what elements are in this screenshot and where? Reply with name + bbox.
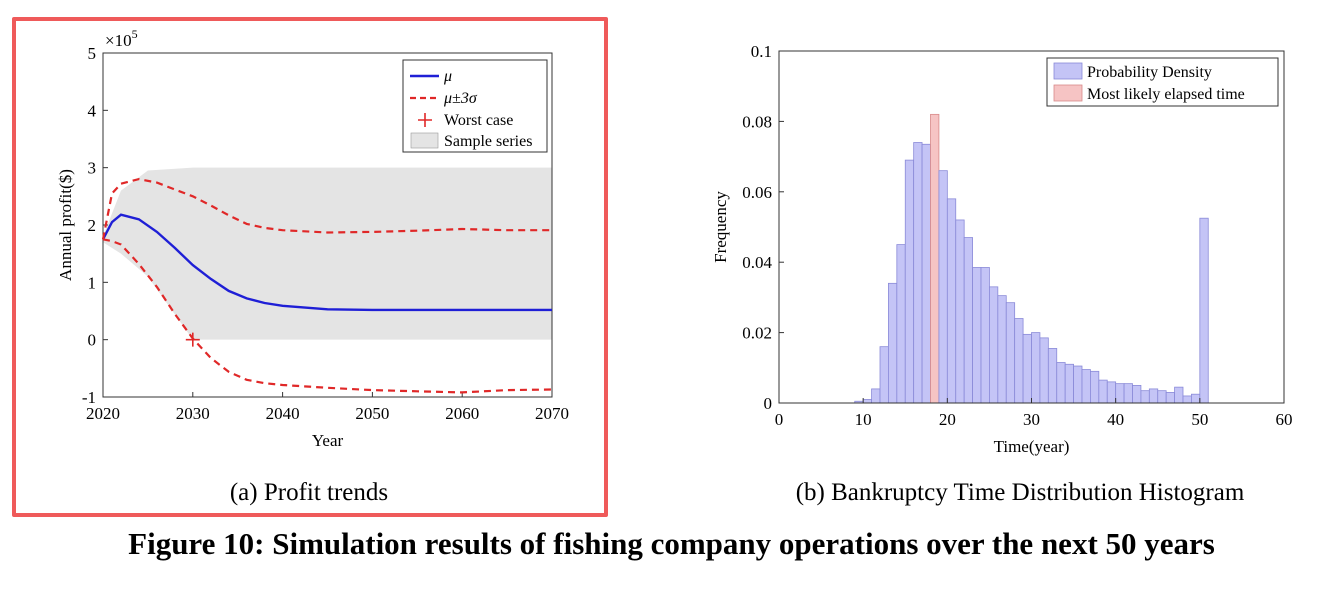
x-tick-label-a: 2050 — [355, 404, 389, 423]
chart-bankruptcy-histogram: 0 10 20 30 40 50 60 0 0.02 0.04 0.06 0.08 0.1 Time(ye… — [711, 42, 1293, 456]
y-tick-label-b: 0.08 — [742, 112, 772, 131]
caption-profit-trends: (a) Profit trends — [229, 479, 389, 506]
histogram-bar — [1182, 395, 1192, 404]
x-tick-label-a: 2070 — [535, 404, 569, 423]
histogram-bar — [955, 219, 965, 404]
histogram-bar — [1073, 365, 1083, 404]
y-tick-label-a: 3 — [88, 159, 97, 178]
x-tick-label-a: 2060 — [445, 404, 479, 423]
legend-swatch-sample — [410, 132, 439, 149]
y-tick-label-a: 2 — [88, 216, 97, 235]
axis-exponent-label: ×105 — [105, 27, 138, 50]
worst-case-marker — [185, 332, 200, 347]
histogram-bar — [888, 282, 898, 404]
lower-bound-line — [102, 238, 553, 394]
histogram-bar — [938, 170, 948, 404]
x-axis-label-b: Time(year) — [994, 437, 1070, 456]
histogram-bar — [1157, 390, 1167, 404]
legend-label-a: Worst case — [444, 112, 513, 129]
histogram-bar — [946, 198, 957, 404]
histogram-bar — [913, 142, 923, 404]
caption-bankruptcy-histogram: (b) Bankruptcy Time Distribution Histogr… — [795, 479, 1245, 506]
y-tick-label-a: 5 — [88, 44, 97, 63]
legend-swatch-worst — [418, 113, 432, 127]
x-tick-label-b: 0 — [775, 410, 784, 429]
histogram-bar — [1115, 383, 1125, 404]
histogram-bar — [1056, 362, 1066, 404]
legend-swatch-density — [1053, 62, 1083, 80]
histogram-bar — [1022, 333, 1032, 404]
y-tick-label-b: 0 — [764, 394, 773, 413]
mean-line — [101, 213, 552, 312]
histogram-bar — [1165, 392, 1175, 404]
x-tick-label-b: 10 — [855, 410, 872, 429]
histogram-bar — [1039, 337, 1049, 404]
histogram-bar — [972, 267, 982, 404]
histogram-bar — [1098, 379, 1108, 404]
histogram-bar — [1081, 369, 1091, 404]
histogram-bar — [963, 237, 973, 404]
x-tick-label-a: 2030 — [176, 404, 210, 423]
histogram-bar — [1014, 318, 1024, 404]
y-tick-label-b: 0.04 — [742, 253, 772, 272]
histogram-bar — [1132, 384, 1142, 404]
histogram-bar — [1199, 217, 1209, 404]
legend-label-b: Probability Density — [1087, 64, 1212, 81]
y-axis-label-b: Frequency — [711, 191, 730, 263]
legend-swatch-most-likely — [1053, 84, 1083, 102]
histogram-bar — [1064, 363, 1074, 404]
y-tick-label-a: 1 — [88, 273, 97, 292]
y-tick-label-b: 0.06 — [742, 183, 772, 202]
chart-profit-trends: 2020 2030 2040 2050 2060 2070-1012345×105Year… — [56, 27, 569, 450]
upper-bound-line — [101, 177, 552, 240]
x-tick-label-b: 40 — [1107, 410, 1124, 429]
histogram-bar — [1174, 386, 1184, 404]
histogram-bar — [997, 295, 1007, 404]
histogram-bar — [1005, 302, 1016, 404]
legend-b — [1046, 57, 1279, 107]
histogram-bar — [1090, 370, 1100, 404]
y-tick-label-b: 0.1 — [751, 42, 772, 61]
x-tick-label-b: 60 — [1276, 410, 1293, 429]
histogram-bar — [904, 159, 915, 404]
figure-title: Figure 10: Simulation results of fishing… — [128, 526, 1215, 561]
histogram-bar — [1106, 381, 1117, 404]
histogram-bar — [1123, 383, 1133, 404]
axis-exponent-power: 5 — [132, 27, 138, 41]
histogram-bar — [1191, 393, 1201, 404]
y-tick-label-b: 0.02 — [742, 324, 772, 343]
histogram-bar — [921, 143, 931, 404]
histogram-bar — [1148, 388, 1159, 404]
y-axis-label-a: Annual profit($) — [56, 169, 75, 281]
y-tick-label-a: 0 — [88, 331, 97, 350]
legend-label-a: Sample series — [444, 133, 532, 150]
x-tick-label-b: 20 — [939, 410, 956, 429]
x-tick-label-a: 2040 — [266, 404, 300, 423]
legend-label-a: μ — [443, 68, 452, 85]
histogram-bar — [1047, 348, 1058, 404]
y-tick-label-a: 4 — [88, 101, 97, 120]
x-tick-label-a: 2020 — [86, 404, 120, 423]
x-axis-label-a: Year — [312, 431, 344, 450]
histogram-bar — [879, 346, 889, 404]
histogram-bar — [896, 244, 906, 404]
legend-label-a: μ±3σ — [443, 90, 478, 107]
x-tick-label-b: 30 — [1023, 410, 1040, 429]
histogram-bar — [989, 286, 999, 404]
panel-a-highlight-frame — [12, 17, 608, 517]
histogram-bar — [871, 388, 881, 404]
histogram-bar — [1031, 332, 1041, 404]
y-tick-label-a: -1 — [82, 388, 96, 407]
histogram-bar — [862, 399, 872, 404]
histogram-bar — [980, 267, 990, 404]
x-tick-label-b: 50 — [1191, 410, 1208, 429]
legend-label-b: Most likely elapsed time — [1087, 86, 1245, 103]
sample-series-band — [103, 167, 552, 340]
histogram-bar-most-likely — [930, 113, 940, 404]
histogram-bar — [1140, 390, 1150, 404]
